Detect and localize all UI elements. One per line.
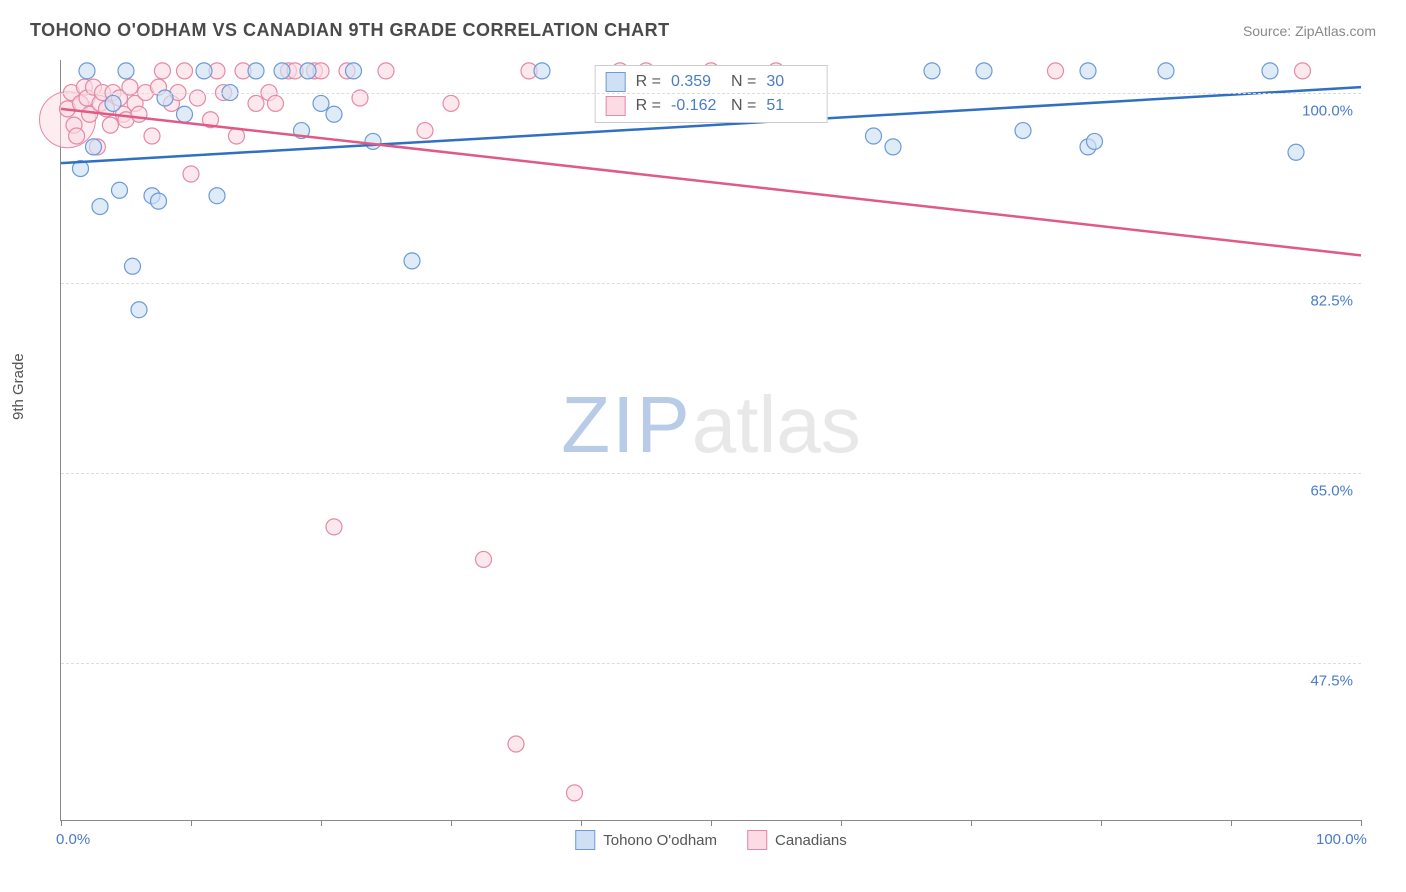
data-point <box>1080 63 1096 79</box>
x-tick-mark <box>581 820 582 826</box>
data-point <box>365 133 381 149</box>
swatch-icon <box>575 830 595 850</box>
data-point <box>1288 144 1304 160</box>
grid-line <box>61 663 1361 664</box>
data-point <box>125 258 141 274</box>
data-point <box>534 63 550 79</box>
data-point <box>154 63 170 79</box>
scatter-svg <box>61 60 1361 820</box>
bottom-legend: Tohono O'odham Canadians <box>575 830 847 850</box>
y-tick-label: 47.5% <box>1310 672 1353 689</box>
n-label: N = <box>731 97 756 115</box>
data-point <box>268 95 284 111</box>
legend-label: Tohono O'odham <box>603 832 717 849</box>
data-point <box>209 188 225 204</box>
data-point <box>112 182 128 198</box>
data-point <box>248 95 264 111</box>
data-point <box>1295 63 1311 79</box>
data-point <box>69 128 85 144</box>
n-value: 51 <box>766 97 816 115</box>
stats-legend-box: R = 0.359 N = 30 R = -0.162 N = 51 <box>595 65 828 123</box>
x-tick-label: 100.0% <box>1316 831 1367 848</box>
x-tick-mark <box>841 820 842 826</box>
data-point <box>417 123 433 139</box>
r-label: R = <box>636 97 661 115</box>
y-tick-label: 65.0% <box>1310 482 1353 499</box>
grid-line <box>61 283 1361 284</box>
data-point <box>92 199 108 215</box>
swatch-icon <box>747 830 767 850</box>
data-point <box>476 551 492 567</box>
stats-row: R = -0.162 N = 51 <box>606 94 817 118</box>
grid-line <box>61 93 1361 94</box>
legend-item: Tohono O'odham <box>575 830 717 850</box>
r-value: -0.162 <box>671 97 721 115</box>
n-label: N = <box>731 73 756 91</box>
chart-source: Source: ZipAtlas.com <box>1243 23 1376 39</box>
data-point <box>131 302 147 318</box>
chart-title: TOHONO O'ODHAM VS CANADIAN 9TH GRADE COR… <box>30 20 670 41</box>
x-tick-mark <box>971 820 972 826</box>
data-point <box>924 63 940 79</box>
data-point <box>183 166 199 182</box>
data-point <box>177 63 193 79</box>
data-point <box>196 63 212 79</box>
r-value: 0.359 <box>671 73 721 91</box>
data-point <box>86 139 102 155</box>
data-point <box>508 736 524 752</box>
data-point <box>313 95 329 111</box>
n-value: 30 <box>766 73 816 91</box>
data-point <box>131 106 147 122</box>
data-point <box>1048 63 1064 79</box>
data-point <box>105 95 121 111</box>
chart-header: TOHONO O'ODHAM VS CANADIAN 9TH GRADE COR… <box>0 0 1406 51</box>
data-point <box>346 63 362 79</box>
data-point <box>1015 123 1031 139</box>
data-point <box>976 63 992 79</box>
data-point <box>248 63 264 79</box>
data-point <box>866 128 882 144</box>
data-point <box>79 63 95 79</box>
data-point <box>144 128 160 144</box>
data-point <box>274 63 290 79</box>
swatch-icon <box>606 96 626 116</box>
stats-row: R = 0.359 N = 30 <box>606 70 817 94</box>
legend-label: Canadians <box>775 832 847 849</box>
r-label: R = <box>636 73 661 91</box>
data-point <box>151 193 167 209</box>
x-tick-mark <box>1361 820 1362 826</box>
swatch-icon <box>606 72 626 92</box>
x-tick-mark <box>61 820 62 826</box>
x-tick-mark <box>1101 820 1102 826</box>
data-point <box>885 139 901 155</box>
data-point <box>118 63 134 79</box>
x-tick-mark <box>1231 820 1232 826</box>
data-point <box>326 519 342 535</box>
data-point <box>404 253 420 269</box>
x-tick-mark <box>321 820 322 826</box>
regression-line <box>61 109 1361 256</box>
y-tick-label: 100.0% <box>1302 102 1353 119</box>
y-axis-label: 9th Grade <box>10 353 27 420</box>
data-point <box>567 785 583 801</box>
data-point <box>378 63 394 79</box>
x-tick-mark <box>711 820 712 826</box>
x-tick-mark <box>191 820 192 826</box>
data-point <box>300 63 316 79</box>
data-point <box>1087 133 1103 149</box>
data-point <box>1158 63 1174 79</box>
y-tick-label: 82.5% <box>1310 292 1353 309</box>
data-point <box>443 95 459 111</box>
data-point <box>326 106 342 122</box>
data-point <box>177 106 193 122</box>
grid-line <box>61 473 1361 474</box>
legend-item: Canadians <box>747 830 847 850</box>
chart-plot-area: ZIPatlas R =0.359N =30R =-0.162N =51 Toh… <box>60 60 1361 821</box>
x-tick-mark <box>451 820 452 826</box>
data-point <box>1262 63 1278 79</box>
data-point <box>102 117 118 133</box>
x-tick-label: 0.0% <box>56 831 90 848</box>
